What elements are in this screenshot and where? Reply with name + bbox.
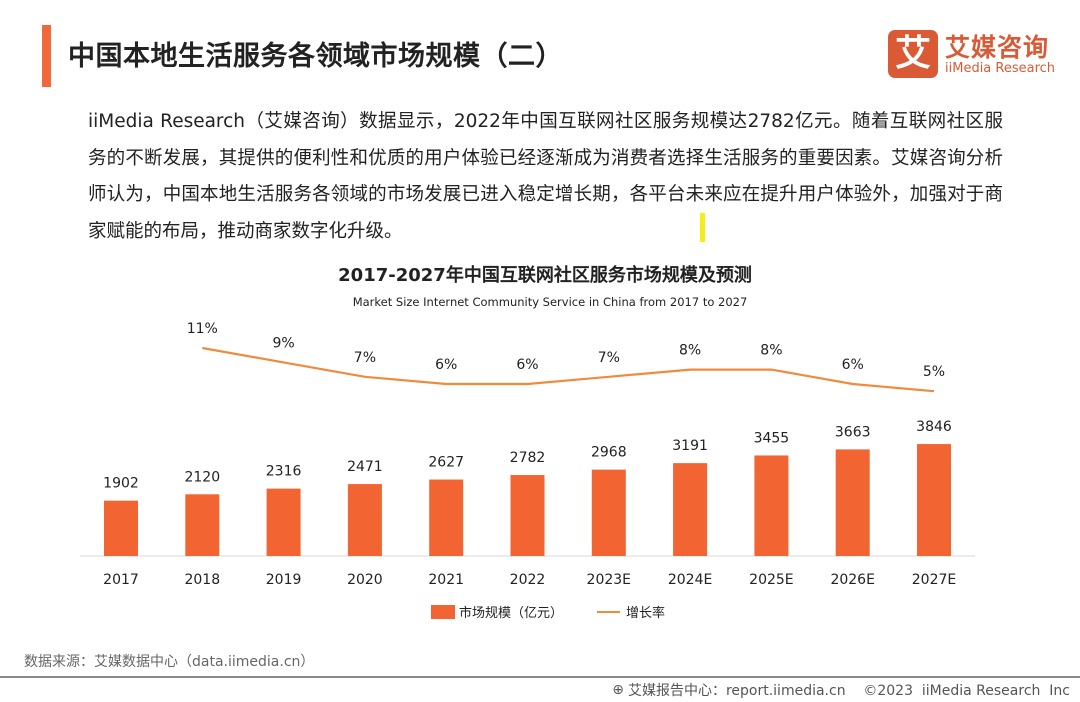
bar-2022 [510,475,545,556]
bar-label-2018: 2120 [184,469,220,485]
x-tick-2026E: 2026E [830,572,874,588]
bar-2018 [185,494,220,556]
growth-label-2019: 9% [272,335,294,351]
x-tick-2024E: 2024E [668,572,712,588]
bar-label-2023E: 2968 [591,445,627,461]
x-tick-2018: 2018 [184,572,220,588]
x-tick-2023E: 2023E [587,572,631,588]
bar-2024E [673,463,708,556]
x-tick-2022: 2022 [510,572,546,588]
bar-2023E [591,469,626,556]
legend: 市场规模（亿元） 增长率 [431,605,665,621]
bar-2025E [754,455,789,556]
x-tick-2025E: 2025E [749,572,793,588]
summary-paragraph: iiMedia Research（艾媒咨询）数据显示，2022年中国互联网社区服… [88,111,1003,242]
bar-label-2024E: 3191 [672,438,708,454]
x-tick-2020: 2020 [347,572,383,588]
bar-label-2017: 1902 [103,476,139,492]
growth-label-2027E: 5% [923,364,945,380]
bar-label-2027E: 3846 [916,419,952,435]
text-cursor-highlight [700,213,705,242]
legend-line-label: 增长率 [626,605,665,621]
logo-cn-text: 艾媒咨询 [945,33,1050,62]
bar-2020 [347,484,382,556]
legend-bar-swatch [431,605,455,619]
bar-label-2026E: 3663 [835,424,871,440]
logo-mark: 艾 [888,30,938,78]
growth-label-2018: 11% [187,321,218,337]
x-tick-2019: 2019 [266,572,302,588]
growth-label-2021: 6% [435,357,457,373]
bar-label-2019: 2316 [266,464,302,480]
bar-2021 [429,479,464,556]
footer-divider [0,676,1080,678]
bar-2019 [266,488,301,556]
x-tick-2017: 2017 [103,572,139,588]
footer: ⊕ 艾媒报告中心：report.iimedia.cn ©2023 iiMedia… [612,680,1070,700]
growth-label-2023E: 7% [598,350,620,366]
chart-title: 2017-2027年中国互联网社区服务市场规模及预测 [338,264,752,286]
title-accent-bar [42,25,51,87]
market-size-chart: 2017-2027年中国互联网社区服务市场规模及预测 Market Size I… [80,264,975,621]
bar-label-2022: 2782 [510,450,546,466]
page-title: 中国本地生活服务各领域市场规模（二） [68,41,563,72]
x-tick-2027E: 2027E [912,572,956,588]
data-source: 数据来源：艾媒数据中心（data.iimedia.cn） [24,654,315,670]
bar-label-2021: 2627 [428,455,464,471]
growth-label-2024E: 8% [679,343,701,359]
logo-en-text: iiMedia Research [945,61,1056,76]
bar-2027E [917,444,951,556]
bar-label-2020: 2471 [347,459,383,475]
growth-label-2025E: 8% [760,343,782,359]
iimedia-logo: 艾 艾媒咨询 iiMedia Research [888,28,1068,80]
bar-2017 [104,500,138,556]
growth-label-2022: 6% [516,357,538,373]
growth-rate-line [202,346,935,393]
x-tick-2021: 2021 [428,572,464,588]
bar-2026E [835,449,870,556]
footer-text: 艾媒报告中心：report.iimedia.cn ©2023 iiMedia R… [627,683,1070,699]
globe-icon: ⊕ [612,682,624,698]
growth-label-2020: 7% [354,350,376,366]
bar-label-2025E: 3455 [754,430,790,446]
growth-label-2026E: 6% [842,357,864,373]
legend-bar-label: 市场规模（亿元） [459,605,563,621]
chart-subtitle: Market Size Internet Community Service i… [353,295,748,309]
